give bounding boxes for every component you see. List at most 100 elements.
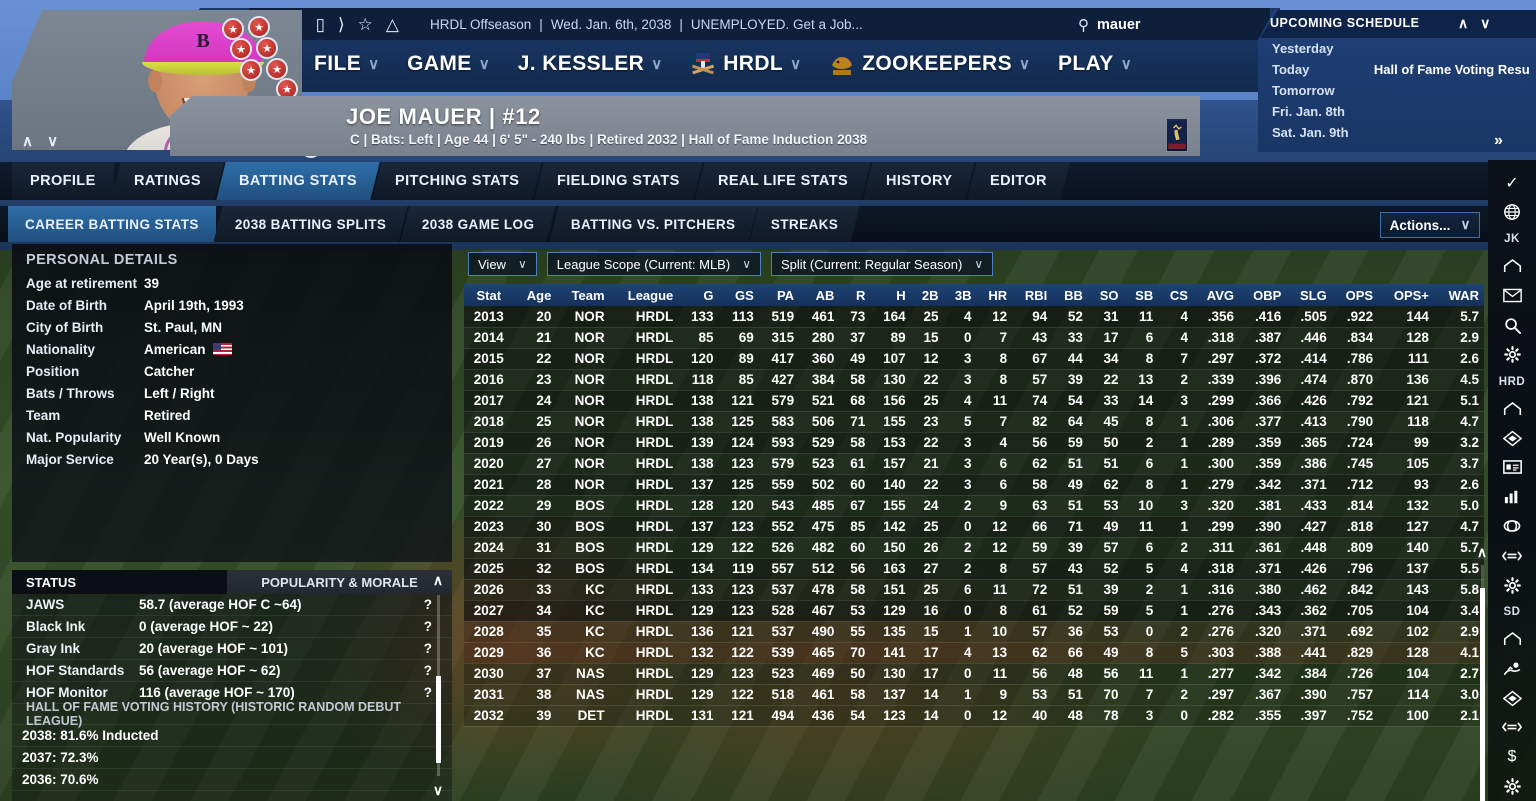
search-box[interactable]: ⚲ mauer bbox=[1068, 10, 1258, 40]
schedule-row[interactable]: Yesterday bbox=[1272, 38, 1530, 59]
col-header-war[interactable]: WAR bbox=[1433, 284, 1484, 306]
col-header-slg[interactable]: SLG bbox=[1286, 284, 1332, 306]
home-icon[interactable] bbox=[1490, 625, 1534, 654]
actions-button[interactable]: Actions... ∨ bbox=[1380, 212, 1480, 238]
col-header-hr[interactable]: HR bbox=[976, 284, 1013, 306]
player-card-thumbnail[interactable] bbox=[1166, 118, 1188, 152]
trade-icon[interactable] bbox=[1490, 713, 1534, 742]
search-icon[interactable] bbox=[1490, 310, 1534, 339]
portrait-nav-chevrons[interactable]: ∧ ∨ bbox=[22, 133, 64, 150]
bar-chart-icon[interactable] bbox=[1490, 482, 1534, 511]
diamond-eye-icon[interactable] bbox=[1490, 423, 1534, 452]
table-row[interactable]: 2013 20 NOR HRDL 133 113 519 461 73 164 25 4 12 94 52 3… bbox=[464, 306, 1484, 328]
tab-fielding-stats[interactable]: FIELDING STATS bbox=[534, 162, 703, 200]
home-icon[interactable] bbox=[1490, 252, 1534, 281]
help-icon[interactable]: ? bbox=[423, 685, 432, 700]
baseball-icon[interactable] bbox=[1490, 512, 1534, 541]
subtab-batting-vs-pitchers[interactable]: BATTING VS. PITCHERS bbox=[549, 206, 757, 242]
table-row[interactable]: 2019 26 NOR HRDL 139 124 593 529 58 153 22 3 4 56 59 50… bbox=[464, 432, 1484, 454]
table-row[interactable]: 2017 24 NOR HRDL 138 121 579 521 68 156 25 4 11 74 54 3… bbox=[464, 390, 1484, 412]
league-scope-filter-button[interactable]: League Scope (Current: MLB) ∨ bbox=[546, 252, 761, 276]
menu-league[interactable]: HRDL ∨ bbox=[676, 42, 815, 86]
help-icon[interactable]: ? bbox=[423, 619, 432, 634]
subtab-streaks[interactable]: STREAKS bbox=[749, 206, 860, 242]
breadcrumb-item-status[interactable]: UNEMPLOYED. Get a Job... bbox=[690, 16, 863, 32]
trade-icon[interactable] bbox=[1490, 541, 1534, 570]
help-icon[interactable]: ? bbox=[423, 663, 432, 678]
col-header-2b[interactable]: 2B bbox=[910, 284, 944, 306]
table-row[interactable]: 2029 36 KC HRDL 132 122 539 465 70 141 17 4 13 62 66 49… bbox=[464, 642, 1484, 664]
scroll-track[interactable] bbox=[1479, 565, 1485, 801]
mail-icon[interactable] bbox=[1490, 281, 1534, 310]
table-row[interactable]: 2018 25 NOR HRDL 138 125 583 506 71 155 23 5 7 82 64 45… bbox=[464, 411, 1484, 433]
col-header-so[interactable]: SO bbox=[1087, 284, 1124, 306]
table-row[interactable]: 2028 35 KC HRDL 136 121 537 490 55 135 15 1 10 57 36 53… bbox=[464, 621, 1484, 643]
tab-status[interactable]: STATUS bbox=[12, 570, 227, 594]
card-icon[interactable] bbox=[1490, 453, 1534, 482]
col-header-team[interactable]: Team bbox=[556, 284, 610, 306]
view-filter-button[interactable]: View ∨ bbox=[468, 252, 537, 276]
table-row[interactable]: 2014 21 NOR HRDL 85 69 315 280 37 89 15 0 7 43 33 17 6 4.… bbox=[464, 327, 1484, 349]
table-row[interactable]: 2020 27 NOR HRDL 138 123 579 523 61 157 21 3 6 62 51 51… bbox=[464, 453, 1484, 475]
table-row[interactable]: 2025 32 BOS HRDL 134 119 557 512 56 163 27 2 8 57 43 52… bbox=[464, 558, 1484, 580]
tab-popularity-morale[interactable]: POPULARITY & MORALE bbox=[227, 570, 452, 594]
menu-file[interactable]: FILE ∨ bbox=[300, 42, 393, 86]
col-header-bb[interactable]: BB bbox=[1052, 284, 1088, 306]
schedule-row[interactable]: Tomorrow bbox=[1272, 80, 1530, 101]
schedule-updown-arrows[interactable]: ∧ ∨ bbox=[1458, 15, 1495, 31]
col-header-rbi[interactable]: RBI bbox=[1012, 284, 1053, 306]
col-header-cs[interactable]: CS bbox=[1158, 284, 1193, 306]
table-row[interactable]: 2023 30 BOS HRDL 137 123 552 475 85 142 25 0 12 66 71 4… bbox=[464, 516, 1484, 538]
diamond-eye-icon[interactable] bbox=[1490, 683, 1534, 712]
schedule-row[interactable]: Fri. Jan. 8th bbox=[1272, 101, 1530, 122]
col-header-pa[interactable]: PA bbox=[758, 284, 800, 306]
tab-editor[interactable]: EDITOR bbox=[967, 162, 1070, 200]
subtab-career-batting-stats[interactable]: CAREER BATTING STATS bbox=[8, 206, 216, 242]
col-header-gs[interactable]: GS bbox=[718, 284, 759, 306]
home-icon[interactable]: △ bbox=[385, 14, 399, 34]
help-icon[interactable]: ? bbox=[423, 641, 432, 656]
table-row[interactable]: 2022 29 BOS HRDL 128 120 543 485 67 155 24 2 9 63 51 53… bbox=[464, 495, 1484, 517]
stats-scrollbar[interactable]: ∧ ∨ bbox=[1474, 544, 1490, 801]
subtab-2038-batting-splits[interactable]: 2038 BATTING SPLITS bbox=[213, 206, 408, 242]
tab-profile[interactable]: PROFILE bbox=[12, 162, 114, 200]
scroll-up-icon[interactable]: ∧ bbox=[432, 572, 444, 588]
scroll-down-icon[interactable]: ∨ bbox=[432, 782, 444, 798]
table-row[interactable]: 2032 39 DET HRDL 131 121 494 436 54 123 14 0 12 40 48 7… bbox=[464, 705, 1484, 727]
scroll-up-icon[interactable]: ∧ bbox=[1476, 544, 1488, 560]
col-header-sb[interactable]: SB bbox=[1123, 284, 1159, 306]
help-icon[interactable]: ? bbox=[423, 597, 432, 612]
menu-team[interactable]: ZOOKEEPERS ∨ bbox=[815, 42, 1044, 86]
gear-icon[interactable] bbox=[1490, 570, 1534, 599]
col-header-ops+[interactable]: OPS+ bbox=[1378, 284, 1434, 306]
star-icon[interactable]: ☆ bbox=[357, 14, 373, 34]
col-header-league[interactable]: League bbox=[609, 284, 679, 306]
menu-manager[interactable]: J. KESSLER ∨ bbox=[504, 42, 677, 86]
col-header-stat[interactable]: Stat bbox=[464, 284, 514, 306]
status-scrollbar[interactable]: ∧ ∨ bbox=[428, 572, 448, 799]
scout-icon[interactable] bbox=[1490, 654, 1534, 683]
tab-real-life-stats[interactable]: REAL LIFE STATS bbox=[694, 162, 871, 200]
subtab-2038-game-log[interactable]: 2038 GAME LOG bbox=[400, 206, 557, 242]
dollar-icon[interactable]: $ bbox=[1507, 747, 1517, 765]
table-row[interactable]: 2026 33 KC HRDL 133 123 537 478 58 151 25 6 11 72 51 39… bbox=[464, 579, 1484, 601]
gear-icon[interactable] bbox=[1490, 340, 1534, 369]
table-row[interactable]: 2021 28 NOR HRDL 137 125 559 502 60 140 22 3 6 58 49 62… bbox=[464, 474, 1484, 496]
table-row[interactable]: 2016 23 NOR HRDL 118 85 427 384 58 130 22 3 8 57 39 22 1… bbox=[464, 369, 1484, 391]
col-header-age[interactable]: Age bbox=[513, 284, 557, 306]
col-header-3b[interactable]: 3B bbox=[943, 284, 977, 306]
home-icon[interactable] bbox=[1490, 394, 1534, 423]
col-header-g[interactable]: G bbox=[678, 284, 719, 306]
tab-history[interactable]: HISTORY bbox=[862, 162, 975, 200]
window-icon[interactable]: ▯ bbox=[315, 14, 325, 34]
col-header-r[interactable]: R bbox=[839, 284, 871, 306]
search-input[interactable]: mauer bbox=[1097, 17, 1141, 33]
schedule-row[interactable]: Today Hall of Fame Voting Resul bbox=[1272, 59, 1530, 80]
table-row[interactable]: 2027 34 KC HRDL 129 123 528 467 53 129 16 0 8 61 52 59 5… bbox=[464, 600, 1484, 622]
tab-ratings[interactable]: RATINGS bbox=[110, 162, 224, 200]
check-icon[interactable]: ✓ bbox=[1505, 174, 1519, 192]
table-row[interactable]: 2030 37 NAS HRDL 129 123 523 469 50 130 17 0 11 56 48 5… bbox=[464, 663, 1484, 685]
split-filter-button[interactable]: Split (Current: Regular Season) ∨ bbox=[770, 252, 994, 276]
col-header-h[interactable]: H bbox=[870, 284, 911, 306]
table-row[interactable]: 2015 22 NOR HRDL 120 89 417 360 49 107 12 3 8 67 44 34 8… bbox=[464, 348, 1484, 370]
